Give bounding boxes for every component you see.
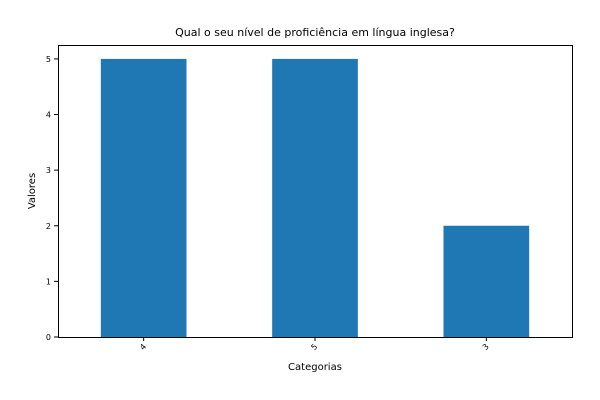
y-tick-label: 5 (46, 55, 51, 64)
y-axis-label: Valores (27, 173, 38, 209)
y-tick-label: 4 (46, 111, 51, 120)
x-axis-label: Categorias (288, 362, 342, 373)
bars-group (100, 58, 530, 338)
y-tick-label: 3 (46, 166, 51, 175)
x-tick-label: 5 (309, 342, 319, 352)
bar-3 (443, 225, 530, 337)
y-tick-label: 1 (46, 277, 51, 286)
x-axis: 4 5 3 (138, 337, 491, 352)
y-axis: 0 1 2 3 4 5 (46, 55, 58, 342)
bar-4 (100, 58, 187, 338)
y-tick-label: 0 (46, 333, 51, 342)
x-tick-label: 4 (138, 342, 148, 352)
chart-title: Qual o seu nível de proficiência em líng… (175, 26, 455, 39)
y-tick-label: 2 (46, 222, 51, 231)
bar-5 (272, 58, 358, 338)
plot-frame (58, 45, 573, 338)
x-tick-label: 3 (481, 342, 491, 352)
